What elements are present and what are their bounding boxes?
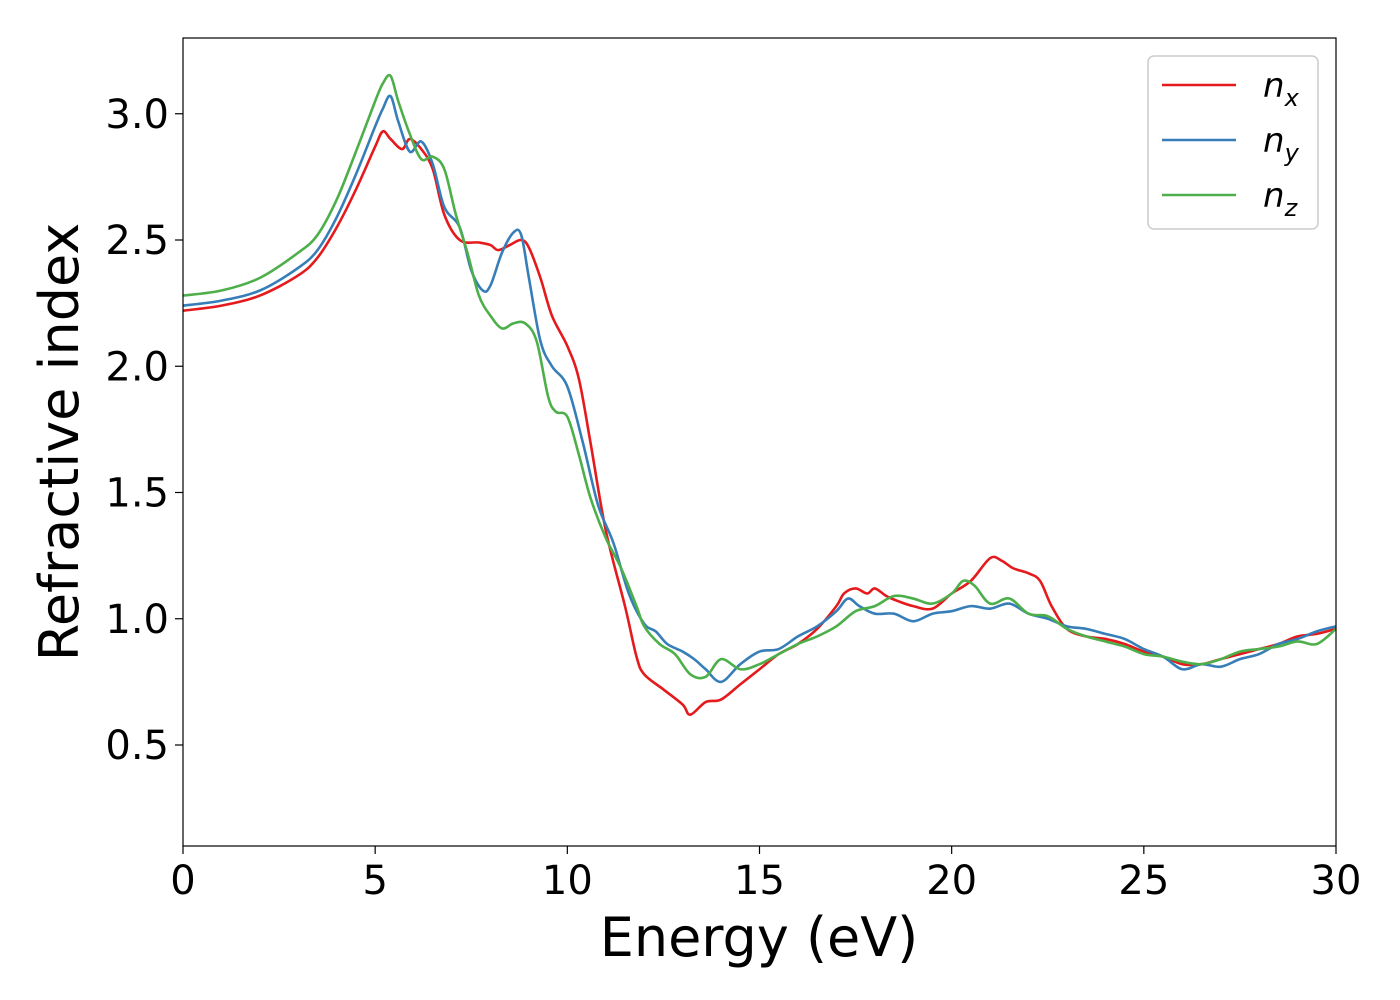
y-tick-label: 3.0: [105, 92, 169, 138]
y-axis: 0.5 1.0 1.5 2.0 2.5 3.0: [105, 92, 183, 769]
y-tick-label: 2.5: [105, 218, 169, 264]
x-tick-label: 20: [926, 858, 977, 904]
x-tick-label: 30: [1311, 858, 1362, 904]
y-tick-label: 0.5: [105, 723, 169, 769]
series-layer: [183, 73, 1336, 716]
x-tick-label: 10: [542, 858, 593, 904]
legend-box: [1147, 55, 1319, 230]
x-axis-title: Energy (eV): [600, 906, 919, 969]
y-tick-label: 1.0: [105, 597, 169, 643]
y-axis-title: Refractive index: [28, 223, 91, 662]
x-tick-label: 0: [170, 858, 195, 904]
y-tick-label: 1.5: [105, 471, 169, 517]
series-line-ny: [183, 94, 1336, 684]
legend-label-base: n: [1263, 66, 1285, 106]
legend-label-subscript: z: [1284, 194, 1299, 222]
legend-label-nz: nz: [1263, 176, 1299, 222]
x-axis: 0 5 10 15 20 25 30: [170, 846, 1361, 904]
x-tick-label: 25: [1118, 858, 1169, 904]
series-line-nx: [183, 129, 1336, 716]
legend-label-subscript: y: [1284, 139, 1300, 167]
legend-label-subscript: x: [1284, 84, 1300, 112]
x-tick-label: 15: [734, 858, 785, 904]
y-tick-label: 2.0: [105, 344, 169, 390]
x-tick-label: 5: [362, 858, 387, 904]
legend-label-base: n: [1263, 121, 1285, 161]
series-line-nz: [183, 73, 1336, 680]
legend-label-base: n: [1263, 176, 1285, 216]
legend-label-ny: ny: [1263, 121, 1300, 167]
legend-label-nx: nx: [1263, 66, 1300, 112]
